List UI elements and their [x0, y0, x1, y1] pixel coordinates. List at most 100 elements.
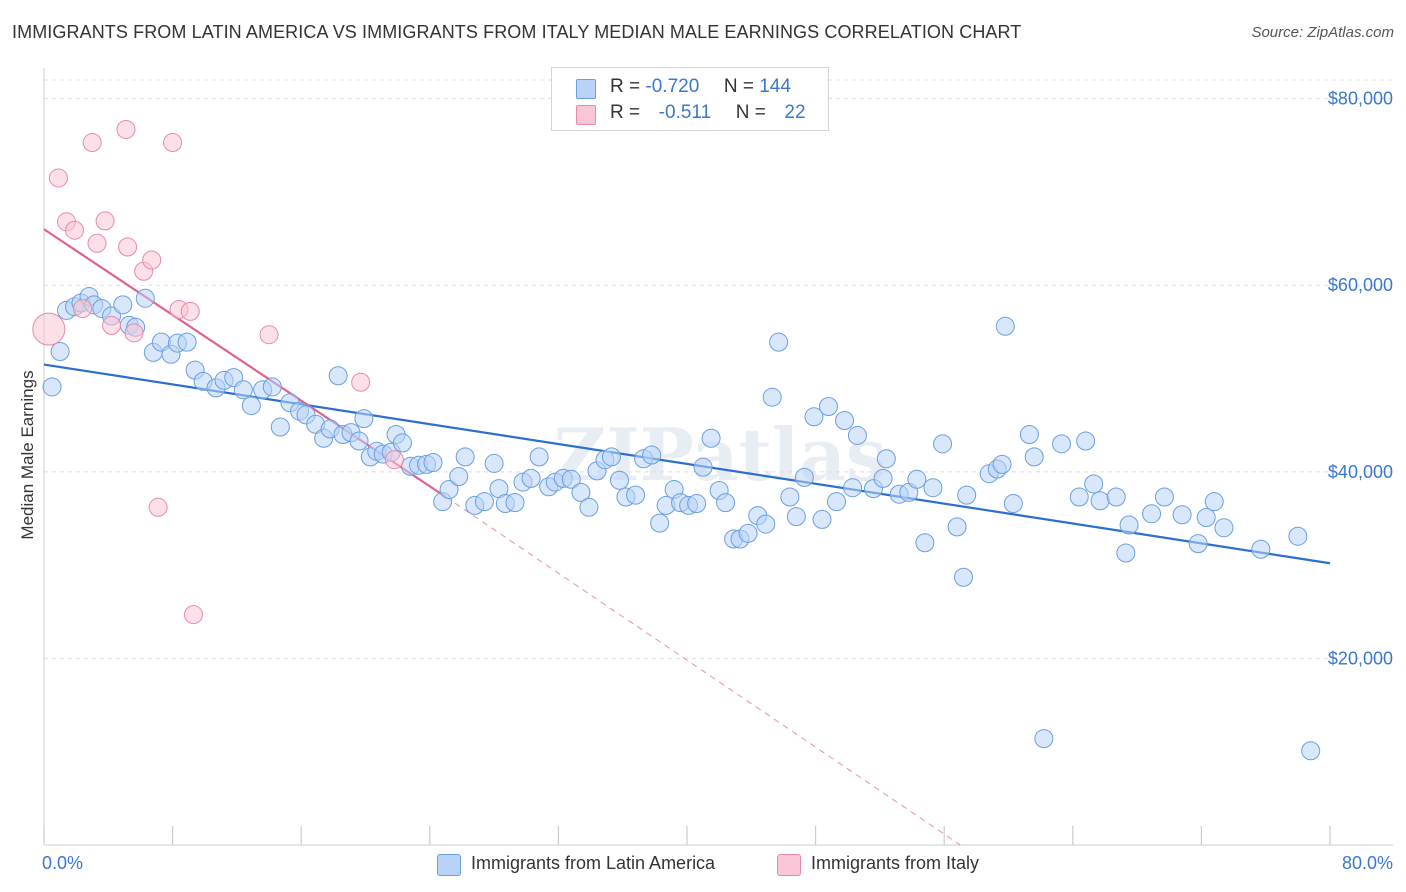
- point-italy: [183, 605, 203, 625]
- point-latin-america: [1034, 729, 1054, 749]
- point-latin-america: [1052, 434, 1072, 454]
- legend-label: Immigrants from Latin America: [471, 853, 716, 873]
- point-italy: [73, 299, 93, 319]
- point-latin-america: [423, 453, 443, 472]
- point-latin-america: [241, 396, 261, 416]
- chart-title: IMMIGRANTS FROM LATIN AMERICA VS IMMIGRA…: [12, 22, 1022, 42]
- point-latin-america: [835, 411, 855, 431]
- point-latin-america: [1301, 741, 1321, 761]
- point-latin-america: [1204, 492, 1224, 512]
- point-latin-america: [1084, 474, 1104, 494]
- point-latin-america: [601, 447, 621, 467]
- point-italy: [142, 250, 162, 270]
- point-latin-america: [650, 513, 670, 533]
- y-tick-label: $20,000: [1328, 648, 1393, 668]
- point-latin-america: [474, 492, 494, 512]
- n-value: 22: [784, 102, 806, 123]
- point-latin-america: [1214, 518, 1234, 538]
- point-latin-america: [1119, 515, 1139, 535]
- point-latin-america: [354, 409, 374, 429]
- point-latin-america: [915, 533, 935, 553]
- point-latin-america: [693, 457, 713, 477]
- point-italy: [116, 119, 136, 139]
- point-latin-america: [687, 494, 707, 514]
- point-latin-america: [642, 445, 662, 465]
- latin-america-swatch: [576, 79, 596, 99]
- y-tick-label: $60,000: [1328, 275, 1393, 295]
- point-latin-america: [1288, 526, 1308, 546]
- point-latin-america: [449, 466, 469, 486]
- y-tick-label: $40,000: [1328, 462, 1393, 482]
- point-latin-america: [50, 341, 70, 361]
- italy-legend-swatch: [777, 854, 801, 876]
- point-italy: [87, 233, 107, 253]
- point-italy: [65, 220, 85, 240]
- point-latin-america: [826, 492, 846, 512]
- point-latin-america: [626, 485, 646, 505]
- legend-label: Immigrants from Italy: [811, 853, 980, 873]
- point-latin-america: [571, 482, 591, 502]
- point-italy: [148, 497, 168, 517]
- point-italy: [180, 301, 200, 321]
- trend-extension-italy: [445, 496, 961, 846]
- point-italy: [163, 133, 183, 153]
- point-latin-america: [270, 417, 290, 437]
- point-latin-america: [1251, 539, 1271, 559]
- tick-label-layer: $20,000 $40,000 $60,000 $80,000 0.0% 80.0%: [42, 89, 1393, 873]
- point-latin-america: [521, 468, 541, 488]
- point-latin-america: [439, 480, 459, 500]
- point-latin-america: [609, 470, 629, 490]
- point-latin-america: [177, 332, 197, 352]
- stats-legend: R = -0.720 N = 144 R = -0.511 N = 22: [551, 67, 829, 131]
- r-label: R =: [610, 102, 641, 123]
- point-latin-america: [529, 447, 549, 467]
- point-latin-america: [349, 431, 369, 451]
- point-italy: [259, 325, 279, 345]
- point-latin-america: [812, 509, 832, 529]
- point-latin-america: [455, 447, 475, 467]
- point-latin-america: [1090, 491, 1110, 511]
- point-latin-america: [484, 453, 504, 473]
- point-latin-america: [1019, 425, 1039, 445]
- point-latin-america: [1076, 431, 1096, 451]
- point-latin-america: [1196, 508, 1216, 528]
- trend-layer: [43, 228, 1331, 846]
- point-latin-america: [505, 493, 525, 513]
- point-latin-america: [1069, 487, 1089, 507]
- point-latin-america: [756, 514, 776, 534]
- point-italy: [32, 312, 66, 346]
- point-latin-america: [847, 425, 867, 445]
- points-layer: [32, 119, 1321, 761]
- latin-america-legend-swatch: [437, 854, 461, 876]
- italy-swatch: [576, 105, 596, 125]
- point-latin-america: [804, 407, 824, 427]
- point-latin-america: [392, 433, 412, 453]
- point-latin-america: [794, 467, 814, 487]
- point-italy: [124, 323, 144, 343]
- point-italy: [102, 315, 122, 335]
- point-italy: [351, 372, 371, 392]
- point-latin-america: [1188, 534, 1208, 554]
- point-latin-america: [843, 478, 863, 498]
- n-label: N =: [723, 76, 754, 97]
- r-value: -0.720: [645, 76, 700, 97]
- point-latin-america: [1003, 494, 1023, 514]
- point-latin-america: [780, 487, 800, 507]
- point-latin-america: [1116, 543, 1136, 563]
- point-latin-america: [1142, 504, 1162, 524]
- point-italy: [48, 168, 68, 188]
- point-latin-america: [953, 567, 973, 587]
- point-latin-america: [947, 517, 967, 537]
- point-latin-america: [873, 468, 893, 488]
- point-latin-america: [113, 295, 133, 315]
- point-latin-america: [762, 387, 782, 407]
- y-tick-label: $80,000: [1328, 89, 1393, 109]
- grid-layer: [44, 79, 1393, 659]
- r-label: R =: [610, 76, 641, 97]
- point-latin-america: [995, 316, 1015, 336]
- source-note: Source: ZipAtlas.com: [1251, 24, 1394, 41]
- point-latin-america: [923, 478, 943, 498]
- r-value: -0.511: [658, 102, 712, 123]
- point-latin-america: [1106, 487, 1126, 507]
